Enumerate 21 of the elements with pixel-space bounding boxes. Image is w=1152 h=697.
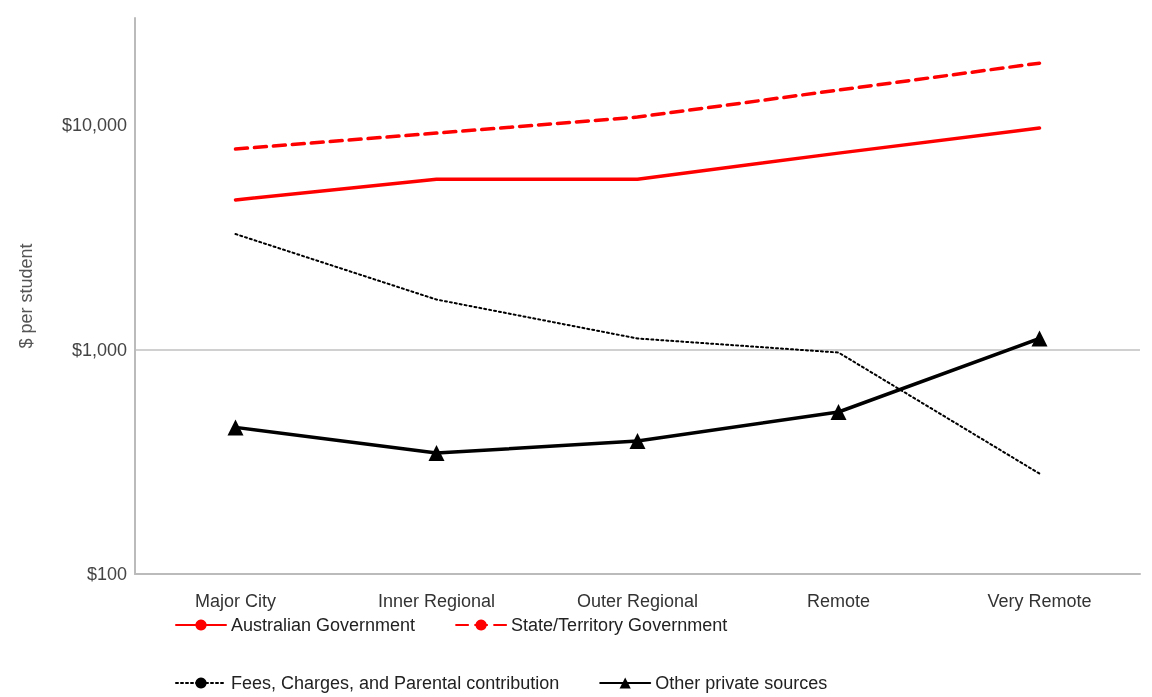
line-series	[233, 126, 1042, 202]
x-tick-label: Inner Regional	[377, 591, 496, 611]
line-series	[234, 233, 1041, 475]
point	[1031, 330, 1048, 347]
legend-label: State/Territory Government	[511, 615, 728, 635]
point	[428, 445, 445, 461]
x-tick-label: Remote	[806, 591, 871, 611]
x-tick-label: Major City	[194, 591, 277, 611]
y-tick-label: $10,000	[61, 115, 127, 136]
y-tick-label: $100	[86, 564, 127, 584]
legend-label: Other private sources	[655, 673, 828, 693]
point	[830, 403, 847, 420]
x-tick-label: Outer Regional	[576, 591, 699, 611]
legend-label: Fees, Charges, and Parental contribution	[231, 673, 560, 693]
legend-label: Australian Government	[231, 615, 416, 635]
point	[629, 433, 646, 450]
point	[227, 419, 244, 436]
line-series	[233, 61, 1042, 151]
x-tick-label: Very Remote	[987, 591, 1092, 611]
y-axis-title: $ per student	[16, 243, 36, 349]
y-tick-label: $1,000	[71, 339, 127, 360]
